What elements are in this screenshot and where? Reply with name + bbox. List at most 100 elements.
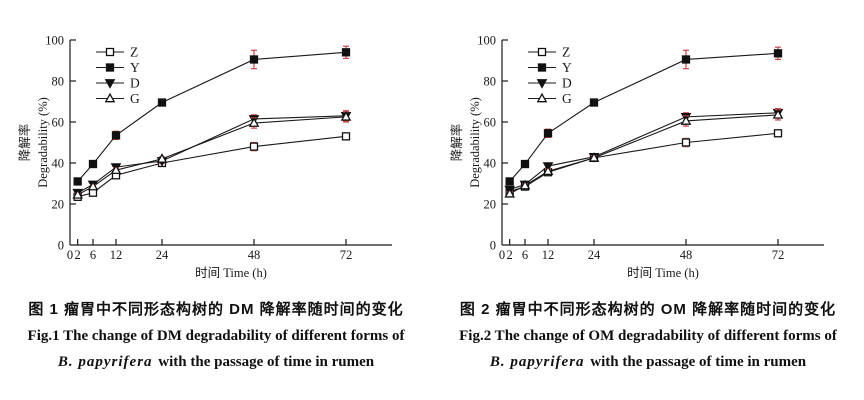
figure-1-caption-en-line1: Fig.1 The change of DM degradability of … [27, 328, 405, 344]
data-point-Y-24h [589, 98, 599, 107]
data-point-G-6h [519, 179, 531, 190]
x-tick-label: 72 [772, 248, 785, 262]
legend-label-Y: Y [562, 60, 572, 75]
data-point-G-72h [772, 109, 784, 119]
x-tick-label: 72 [340, 248, 353, 262]
data-point-Y-2h [73, 177, 82, 186]
y-axis-label-cn: 降解率 [17, 124, 32, 162]
species-name: B. papyrifera [489, 354, 585, 370]
series-line-G [509, 114, 779, 195]
legend-item-Z: Z [96, 45, 138, 60]
legend-item-D: D [528, 76, 572, 91]
figure-1-caption-en-line2: B. papyrifera with the passage of time i… [0, 354, 432, 371]
legend-label-Y: Y [130, 60, 140, 75]
figure-2-caption: 图 2 瘤胃中不同形态构树的 OM 降解率随时间的变化 Fig.2 The ch… [432, 290, 864, 380]
legend-marker-Z [105, 47, 115, 57]
y-tick-label: 100 [45, 33, 64, 47]
series-line-G [77, 116, 347, 196]
y-tick-label: 40 [484, 156, 497, 170]
x-axis-label: 时间 Time (h) [627, 266, 699, 280]
x-axis-label: 时间 Time (h) [195, 266, 267, 280]
data-point-Y-72h [773, 49, 783, 58]
legend-item-D: D [96, 76, 140, 91]
legend-marker-Y [537, 63, 547, 72]
figure-1: 0 20 40 60 80 100 0 2 6 12 24 48 72 降解率 Degradability … [0, 33, 432, 380]
data-point-Y-24h [157, 98, 167, 107]
y-tick-label: 20 [484, 197, 497, 211]
data-point-Y-2h [505, 177, 514, 186]
axes [501, 39, 824, 246]
y-tick-label: 20 [52, 197, 65, 211]
y-tick-label: 80 [52, 74, 65, 88]
x-tick-label: 12 [542, 248, 555, 262]
series-Y [73, 45, 351, 186]
legend-item-Y: Y [528, 60, 572, 75]
data-point-Y-12h [111, 131, 121, 140]
x-tick-label: 24 [588, 248, 601, 262]
x-tick-label: 0 [499, 248, 505, 262]
y-tick-label: 100 [477, 33, 496, 47]
data-point-G-12h [542, 165, 554, 176]
legend-item-G: G [96, 91, 140, 106]
figure-2: 0 20 40 60 80 100 0 2 6 12 24 48 72 降解率 Degradability … [432, 0, 864, 400]
legend-label-G: G [130, 91, 140, 106]
legend-marker-G [104, 92, 116, 103]
data-point-G-6h [87, 180, 99, 191]
data-point-Z-72h [773, 129, 783, 138]
x-tick-label: 2 [75, 248, 81, 262]
data-point-Z-48h [249, 142, 259, 151]
y-tick-label: 40 [52, 156, 65, 170]
data-point-G-24h [156, 153, 168, 163]
legend-label-Z: Z [562, 45, 570, 60]
legend-item-G: G [528, 91, 572, 106]
legend-marker-Z [537, 47, 547, 57]
caption-text: with the passage of time in rumen [154, 354, 375, 370]
legend-item-Z: Z [528, 45, 570, 60]
data-point-Y-48h [681, 55, 691, 64]
legend-item-Y: Y [96, 60, 140, 75]
data-point-Y-48h [249, 55, 259, 64]
y-tick-label: 0 [58, 238, 64, 252]
y-tick-label: 80 [484, 74, 497, 88]
data-point-Z-72h [341, 132, 351, 141]
series-G [72, 111, 352, 199]
x-tick-label: 48 [248, 248, 261, 262]
figure-2-caption-en-line1: Fig.2 The change of OM degradability of … [459, 328, 837, 344]
legend-label-Z: Z [130, 45, 138, 60]
x-tick-label: 6 [522, 248, 528, 262]
series-line-D [509, 112, 779, 191]
series-D [504, 108, 784, 196]
figure-1-caption-cn: 图 1 瘤胃中不同形态构树的 DM 降解率随时间的变化 [28, 301, 404, 318]
legend-marker-Y [105, 63, 115, 72]
series-G [504, 109, 784, 198]
x-tick-label: 2 [507, 248, 513, 262]
line-chart-fig2: 0 20 40 60 80 100 0 2 6 12 24 48 72 降解率 Degradability … [449, 33, 824, 280]
legend-label-G: G [562, 91, 572, 106]
data-point-G-24h [588, 152, 600, 162]
x-tick-label: 24 [156, 248, 169, 262]
legend-label-D: D [562, 76, 572, 91]
y-tick-label: 60 [52, 115, 65, 129]
x-tick-label: 0 [67, 248, 73, 262]
data-point-G-48h [248, 117, 260, 127]
data-point-Z-48h [681, 138, 691, 147]
figure-2-caption-en-line2: B. papyrifera with the passage of time i… [432, 354, 864, 371]
legend-label-D: D [130, 76, 140, 91]
y-tick-label: 60 [484, 115, 497, 129]
figure-2-caption-cn: 图 2 瘤胃中不同形态构树的 OM 降解率随时间的变化 [459, 301, 837, 318]
species-name: B. papyrifera [57, 354, 153, 370]
axes [69, 39, 392, 246]
data-point-G-2h [72, 189, 83, 199]
y-tick-label: 0 [490, 238, 496, 252]
data-point-G-72h [340, 111, 352, 121]
legend-marker-D [536, 79, 548, 89]
data-point-Y-72h [341, 48, 351, 57]
figure-1-caption: 图 1 瘤胃中不同形态构树的 DM 降解率随时间的变化 Fig.1 The ch… [0, 290, 432, 380]
y-axis-label-cn: 降解率 [449, 124, 464, 162]
line-chart-fig1: 0 20 40 60 80 100 0 2 6 12 24 48 72 降解率 Degradability … [17, 33, 392, 280]
x-tick-label: 12 [110, 248, 123, 262]
legend-marker-G [536, 92, 548, 103]
caption-text: with the passage of time in rumen [586, 354, 807, 370]
